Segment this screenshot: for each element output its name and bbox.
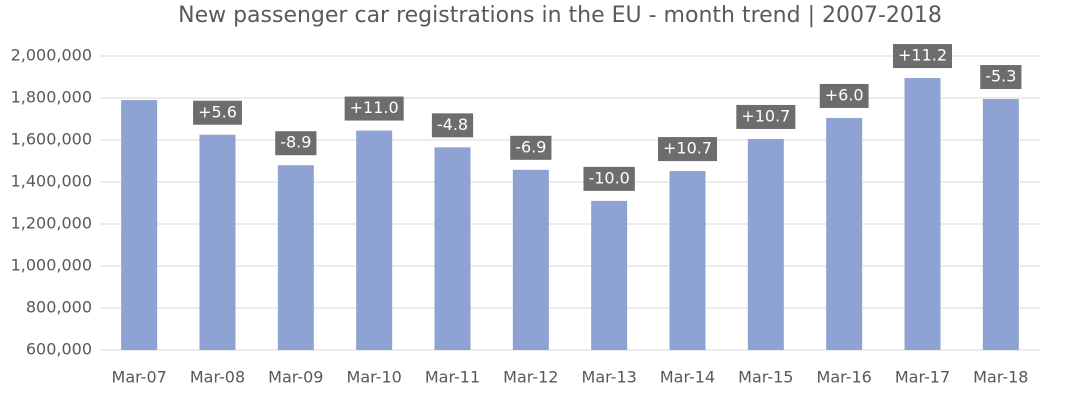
x-tick-label: Mar-18 [973, 368, 1028, 387]
change-label: +11.0 [350, 98, 399, 117]
change-label: -6.9 [515, 137, 546, 156]
change-label: +10.7 [663, 139, 712, 158]
change-label-box [344, 96, 404, 121]
change-label: +6.0 [825, 85, 864, 104]
change-label: +5.6 [198, 102, 237, 121]
bar [669, 171, 706, 350]
bar [826, 117, 863, 350]
bar [591, 200, 628, 350]
y-tick-label: 1,600,000 [11, 130, 92, 149]
change-label-box [819, 83, 869, 108]
change-label: +10.7 [741, 106, 790, 125]
chart-title: New passenger car registrations in the E… [178, 3, 942, 28]
change-label-box [275, 131, 317, 156]
bar [199, 134, 236, 350]
change-label: +11.2 [898, 46, 947, 65]
x-tick-label: Mar-14 [660, 368, 715, 387]
x-tick-label: Mar-17 [895, 368, 950, 387]
x-tick-label: Mar-09 [268, 368, 323, 387]
change-label-box [431, 113, 474, 138]
y-tick-label: 1,200,000 [11, 214, 92, 233]
change-label: -4.8 [437, 115, 468, 134]
x-tick-label: Mar-13 [582, 368, 637, 387]
x-tick-label: Mar-07 [112, 368, 167, 387]
change-label-box [736, 104, 796, 129]
bar [747, 138, 784, 350]
x-tick-label: Mar-16 [817, 368, 872, 387]
change-label: -5.3 [985, 67, 1016, 86]
change-label-box [980, 65, 1022, 90]
y-tick-label: 2,000,000 [11, 46, 92, 65]
bar [904, 78, 941, 351]
y-tick-label: 1,000,000 [11, 256, 92, 275]
change-label-box [583, 166, 635, 191]
bar [982, 99, 1019, 350]
x-tick-label: Mar-08 [190, 368, 245, 387]
x-tick-label: Mar-10 [347, 368, 402, 387]
change-label-box [657, 137, 718, 162]
bar [356, 130, 393, 350]
change-label-box [510, 135, 552, 160]
y-tick-label: 800,000 [26, 298, 92, 317]
x-tick-label: Mar-11 [425, 368, 480, 387]
x-tick-label: Mar-15 [738, 368, 793, 387]
bar [121, 100, 158, 350]
change-label-box [892, 44, 953, 69]
change-label: -8.9 [280, 133, 311, 152]
bar [434, 147, 471, 350]
change-label-box [193, 100, 242, 125]
y-tick-label: 600,000 [26, 340, 92, 359]
x-tick-label: Mar-12 [503, 368, 558, 387]
change-label: -10.0 [588, 168, 629, 187]
bar [512, 169, 549, 350]
y-tick-label: 1,800,000 [11, 88, 92, 107]
y-tick-label: 1,400,000 [11, 172, 92, 191]
bar [277, 165, 314, 350]
